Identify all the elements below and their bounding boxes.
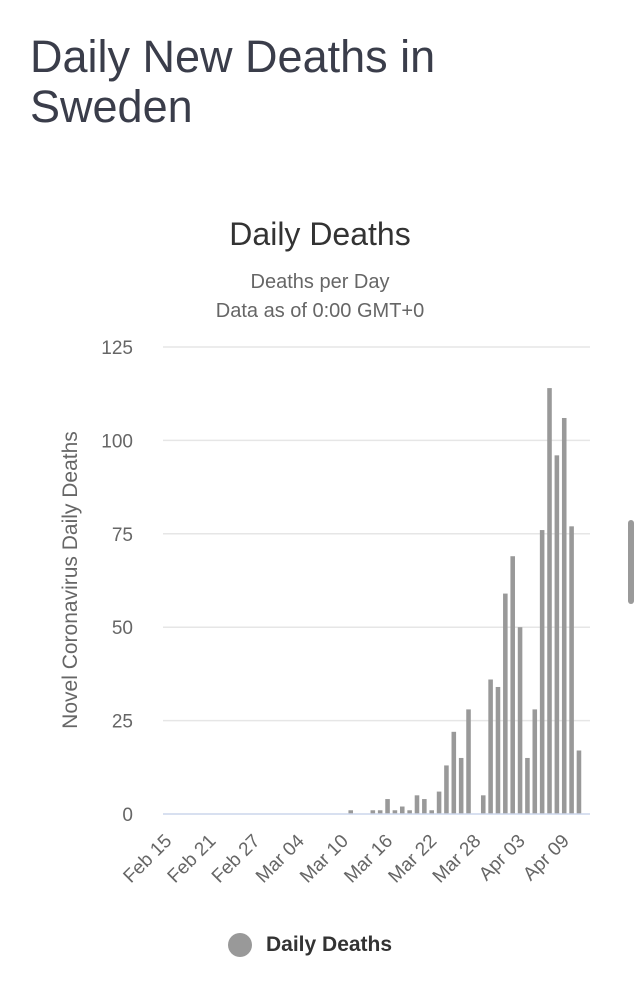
bar-apr-10[interactable]	[569, 526, 574, 814]
bar-apr-08[interactable]	[554, 455, 560, 814]
bar-apr-07[interactable]	[547, 388, 552, 814]
bar-mar-26[interactable]	[458, 757, 464, 814]
bar-mar-27[interactable]	[466, 709, 471, 814]
y-tick-label: 50	[112, 618, 133, 639]
bar-mar-30[interactable]	[488, 679, 493, 814]
x-tick-label: Feb 27	[208, 831, 265, 888]
legend-swatch-daily-deaths	[228, 933, 252, 957]
bar-mar-11[interactable]	[348, 810, 354, 814]
x-tick-label: Feb 15	[120, 831, 177, 888]
bar-apr-09[interactable]	[561, 417, 567, 814]
bar-apr-11[interactable]	[576, 750, 582, 814]
page-title: Daily New Deaths in Sweden	[30, 31, 436, 132]
x-tick-label: Mar 28	[429, 831, 486, 888]
y-tick-label: 100	[101, 431, 133, 452]
bar-apr-04[interactable]	[525, 757, 530, 814]
x-tick-label: Mar 04	[252, 830, 309, 887]
y-tick-label: 125	[101, 338, 133, 359]
bar-mar-15[interactable]	[377, 810, 383, 814]
x-tick-label: Apr 09	[519, 831, 573, 885]
x-tick-label: Mar 22	[385, 831, 442, 888]
y-tick-labels: 0 25 50 75 100 125	[101, 338, 133, 826]
legend-label-daily-deaths: Daily Deaths	[266, 933, 393, 956]
bar-mar-21[interactable]	[422, 799, 427, 814]
y-axis-label: Novel Coronavirus Daily Deaths	[59, 431, 82, 729]
bar-mar-17[interactable]	[392, 810, 398, 814]
y-tick-label: 75	[112, 525, 133, 546]
x-tick-label: Feb 21	[164, 831, 221, 888]
bar-mar-20[interactable]	[414, 795, 420, 814]
chart-title: Daily Deaths	[229, 216, 410, 252]
grid-lines	[163, 346, 590, 722]
bar-mar-25[interactable]	[451, 731, 457, 814]
bar-apr-03[interactable]	[517, 627, 523, 814]
x-tick-label: Mar 16	[340, 831, 397, 888]
y-tick-label: 0	[122, 805, 133, 826]
x-tick-label: Apr 03	[475, 831, 529, 885]
bar-mar-29[interactable]	[480, 795, 486, 814]
bar-mar-18[interactable]	[399, 806, 405, 814]
bar-apr-01[interactable]	[503, 593, 508, 814]
chart-subtitle-line-1: Deaths per Day	[251, 271, 390, 293]
x-tick-label: Mar 10	[296, 831, 353, 888]
daily-deaths-chart: Daily Deaths Deaths per Day Data as of 0…	[59, 216, 590, 887]
bar-mar-23[interactable]	[436, 791, 442, 814]
bar-apr-05[interactable]	[532, 709, 538, 814]
chart-subtitle-line-2: Data as of 0:00 GMT+0	[216, 300, 424, 322]
legend[interactable]: Daily Deaths	[228, 930, 392, 960]
bar-mar-22[interactable]	[429, 810, 434, 814]
bar-apr-02[interactable]	[510, 556, 515, 814]
bar-mar-19[interactable]	[407, 810, 412, 814]
bar-mar-16[interactable]	[385, 799, 390, 814]
bar-mar-24[interactable]	[444, 765, 449, 814]
bar-mar-14[interactable]	[370, 810, 376, 814]
scrollbar[interactable]	[628, 520, 634, 604]
bars	[348, 388, 582, 814]
bar-mar-31[interactable]	[495, 686, 501, 814]
y-tick-label: 25	[112, 712, 133, 733]
bar-apr-06[interactable]	[539, 530, 545, 814]
